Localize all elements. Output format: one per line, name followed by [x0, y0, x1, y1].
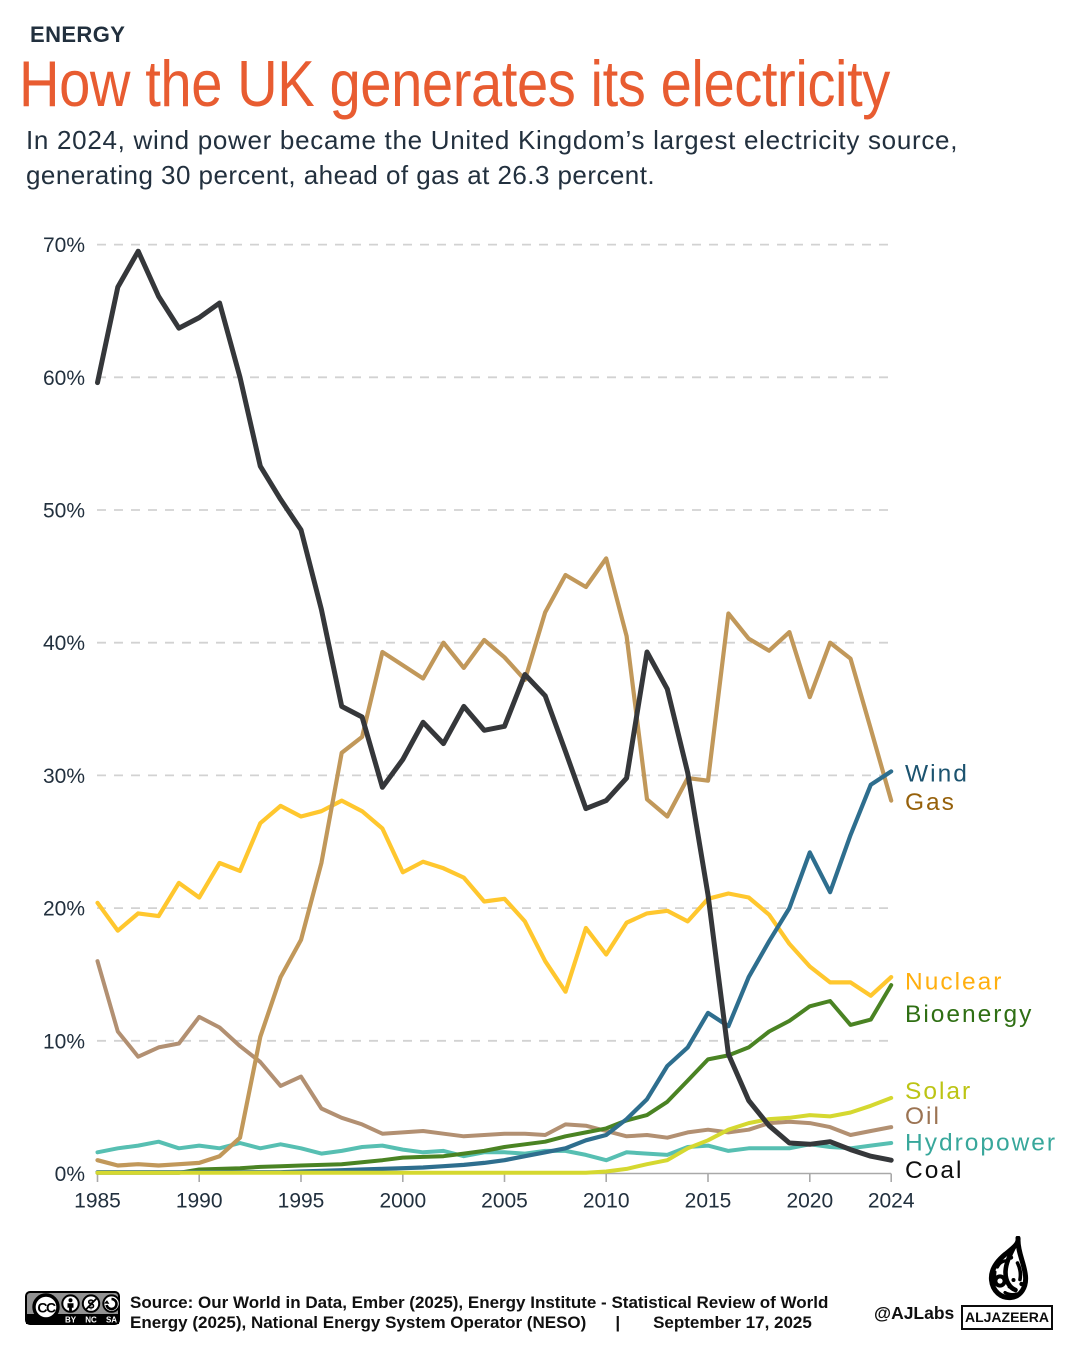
svg-text:0%: 0%: [55, 1163, 85, 1186]
svg-text:50%: 50%: [43, 500, 85, 523]
svg-text:2000: 2000: [379, 1190, 426, 1213]
svg-text:NC: NC: [85, 1316, 97, 1325]
svg-text:Gas: Gas: [905, 789, 956, 816]
svg-text:BY: BY: [65, 1316, 77, 1325]
svg-text:30%: 30%: [43, 765, 85, 788]
svg-text:Coal: Coal: [905, 1157, 963, 1184]
svg-text:2005: 2005: [481, 1190, 528, 1213]
svg-text:1985: 1985: [74, 1190, 121, 1213]
svg-text:Nuclear: Nuclear: [905, 969, 1003, 996]
svg-text:2010: 2010: [583, 1190, 630, 1213]
svg-text:70%: 70%: [43, 234, 85, 257]
svg-text:40%: 40%: [43, 632, 85, 655]
svg-text:Hydropower: Hydropower: [905, 1130, 1057, 1157]
svg-text:20%: 20%: [43, 898, 85, 921]
svg-text:60%: 60%: [43, 367, 85, 390]
svg-text:SA: SA: [106, 1316, 117, 1325]
svg-text:Bioenergy: Bioenergy: [905, 1001, 1033, 1028]
svg-text:2020: 2020: [786, 1190, 833, 1213]
svg-text:2024: 2024: [868, 1190, 915, 1213]
svg-text:Oil: Oil: [905, 1103, 941, 1130]
svg-text:1990: 1990: [176, 1190, 223, 1213]
svg-text:1995: 1995: [278, 1190, 325, 1213]
svg-text:2015: 2015: [685, 1190, 732, 1213]
svg-text:CC: CC: [37, 1300, 56, 1316]
svg-text:Solar: Solar: [905, 1078, 972, 1105]
svg-text:Wind: Wind: [905, 761, 969, 788]
svg-text:10%: 10%: [43, 1030, 85, 1053]
